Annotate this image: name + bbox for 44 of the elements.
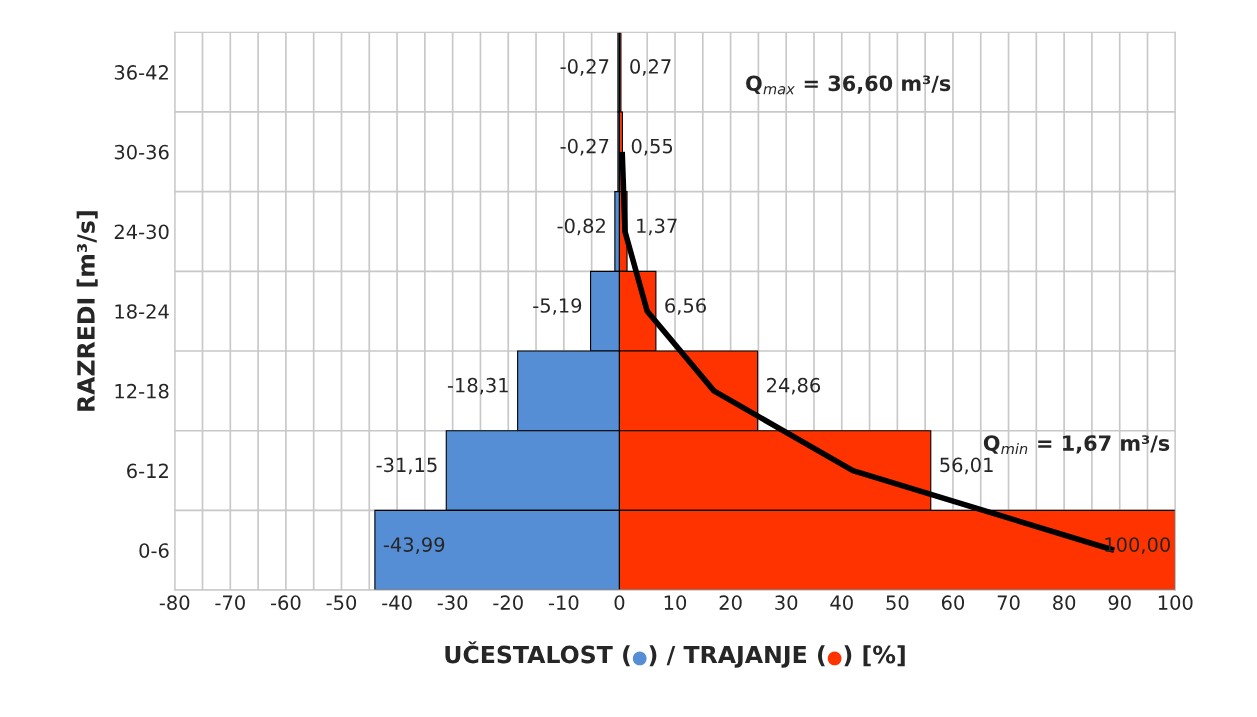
y-tick-label: 18-24 [115,304,169,319]
x-tick-label: -40 [382,595,412,610]
data-label: 56,01 [940,457,993,475]
x-tick-label: 70 [997,595,1020,610]
y-axis-title: RAZREDI [m³/s] [76,211,98,411]
data-label: -43,99 [383,537,445,554]
x-tick-label: -20 [493,595,523,610]
y-tick-label: 36-42 [114,65,168,80]
x-tick-label: 50 [886,595,909,610]
data-label: -18,31 [447,377,508,395]
x-tick-label: 60 [941,595,965,610]
x-tick-label: 100 [1158,595,1193,610]
x-tick-label: 40 [830,595,853,610]
y-tick-label: 30-36 [114,144,169,160]
x-tick-label: 90 [1108,595,1131,610]
data-label: 0,55 [631,138,673,156]
data-label: -0,82 [557,218,605,236]
data-label: -31,15 [376,457,437,475]
annotation: Q$_{max}$ = 36,60 m³/s [746,75,951,95]
x-tick-label: 0 [614,595,625,610]
x-tick-label: -30 [437,595,468,610]
annotation: Q$_{min}$ = 1,67 m³/s [983,435,1170,455]
data-label: -5,19 [533,298,582,315]
x-tick-label: 80 [1053,595,1076,610]
x-tick-label: -70 [215,595,245,610]
data-label: 24,86 [767,377,821,395]
data-label: -0,27 [560,59,609,76]
data-label: -0,27 [560,138,609,156]
y-tick-label: 6-12 [127,463,168,479]
data-label: 0,27 [630,59,671,76]
x-axis-title: UČESTALOST (●) / TRAJANJE (●) [%] [445,641,905,668]
x-tick-label: -10 [548,595,579,610]
y-tick-label: 0-6 [139,543,169,558]
x-tick-label: 10 [664,595,687,610]
x-tick-label: -60 [270,595,301,610]
data-label: 6,56 [665,298,706,315]
y-tick-label: 24-30 [114,224,169,240]
x-tick-label: -50 [326,595,357,610]
x-tick-label: -80 [159,595,190,610]
x-tick-label: 20 [719,595,742,610]
y-tick-label: 12-18 [115,383,169,399]
data-label: 100,00 [1105,537,1170,554]
data-label: 1,37 [637,218,677,236]
x-tick-label: 30 [775,595,798,610]
